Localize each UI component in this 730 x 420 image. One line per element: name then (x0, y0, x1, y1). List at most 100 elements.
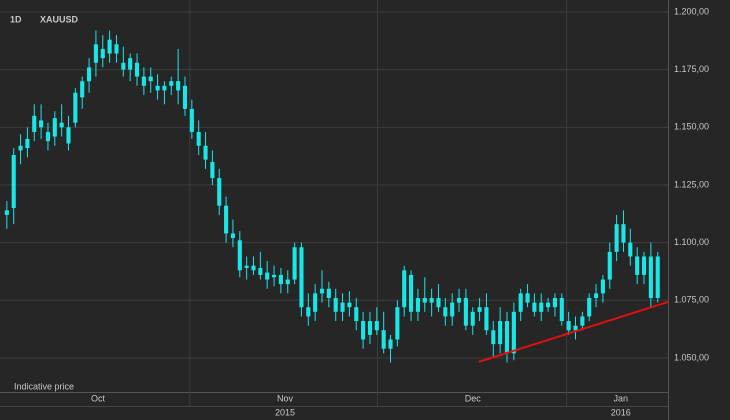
x-tick-label: Nov (277, 393, 294, 403)
candle-body (45, 131, 51, 142)
candle-body (278, 274, 283, 285)
candle-body (258, 268, 263, 275)
y-tick-label: 1.125,00 (674, 179, 709, 189)
trend-line (478, 300, 669, 363)
candle-body (59, 122, 64, 128)
candle-body (80, 81, 85, 98)
y-tick-label: 1.100,00 (674, 237, 709, 247)
candle-body (182, 85, 188, 109)
candle-body (25, 138, 30, 149)
candle-body (162, 85, 167, 91)
candle-body (648, 256, 653, 298)
candle-body (395, 307, 400, 340)
candle-body (655, 256, 660, 298)
candle-body (313, 293, 318, 312)
candle-body (155, 85, 160, 91)
candle-body (573, 325, 578, 331)
x-tick-label: Dec (465, 393, 482, 403)
candle-body (525, 293, 530, 303)
candle-body (641, 256, 647, 275)
y-tick-label: 1.075,00 (674, 295, 709, 305)
candle-body (587, 297, 592, 317)
candle-body (409, 274, 414, 312)
candle-body (128, 58, 133, 70)
candle-body (354, 307, 359, 322)
chart-title: XAUUSD (40, 14, 79, 24)
candle-body (600, 279, 605, 294)
candle-body (230, 233, 235, 239)
candle-body (73, 92, 78, 123)
candle-body (100, 48, 105, 59)
candle-body (443, 307, 448, 317)
candle-body (436, 297, 441, 308)
candle-body (491, 330, 496, 345)
candle-body (189, 108, 194, 132)
candle-body (484, 307, 489, 331)
candle-body (176, 81, 181, 91)
candle-body (470, 311, 475, 326)
candle-body (210, 161, 215, 179)
candle-body (607, 251, 612, 280)
candle-body (504, 321, 510, 354)
candle-body (628, 242, 633, 257)
candle-body (217, 178, 222, 206)
year-label: 2015 (275, 407, 295, 417)
candle-body (532, 302, 537, 312)
candle-body (422, 297, 427, 303)
candle-body (169, 81, 174, 86)
timeframe: 1D (10, 14, 22, 24)
candle-body (66, 127, 71, 144)
candle-body (559, 297, 564, 322)
candle-body (498, 321, 503, 345)
candle-body (511, 311, 516, 354)
candle-body (594, 293, 599, 298)
candle-body (319, 288, 325, 294)
candle-body (477, 307, 482, 312)
candle-body (456, 297, 462, 303)
candle-body (614, 224, 619, 252)
candle-body (148, 76, 153, 82)
candle-body (381, 330, 386, 349)
x-tick-label: Jan (613, 393, 628, 403)
candle-body (367, 321, 373, 335)
candle-body (546, 302, 551, 308)
candle-body (429, 297, 434, 303)
candle-body (552, 297, 558, 308)
candle-body (518, 293, 523, 312)
candle-body (361, 321, 366, 340)
candle-body (4, 210, 9, 215)
candle-body (566, 321, 571, 331)
candle-body (621, 224, 626, 243)
candle-body (306, 307, 311, 317)
candle-body (196, 131, 201, 146)
candle-body (326, 288, 331, 298)
candle-body (93, 44, 98, 63)
candle-body (121, 62, 126, 70)
candle-body (347, 302, 352, 308)
candle-body (271, 274, 277, 278)
candle-body (292, 247, 297, 280)
note: Indicative price (14, 381, 74, 391)
candle-body (635, 256, 640, 275)
candle-body (251, 265, 256, 271)
candle-body (340, 302, 345, 312)
candle-body (415, 297, 420, 312)
candle-body (107, 39, 112, 54)
y-tick-label: 1.150,00 (674, 122, 709, 132)
candle-body (265, 272, 270, 280)
candle-body (237, 240, 242, 271)
candle-body (285, 279, 290, 285)
candle-body (203, 145, 208, 160)
candle-body (18, 145, 23, 151)
candle-body (299, 247, 304, 308)
candle-body (388, 339, 393, 349)
candle-body (87, 67, 92, 82)
y-tick-label: 1.175,00 (674, 64, 709, 74)
candle-body (39, 120, 44, 128)
candle-body (539, 302, 544, 312)
candle-body (402, 270, 407, 308)
candle-body (463, 297, 468, 326)
candle-body (580, 316, 585, 326)
